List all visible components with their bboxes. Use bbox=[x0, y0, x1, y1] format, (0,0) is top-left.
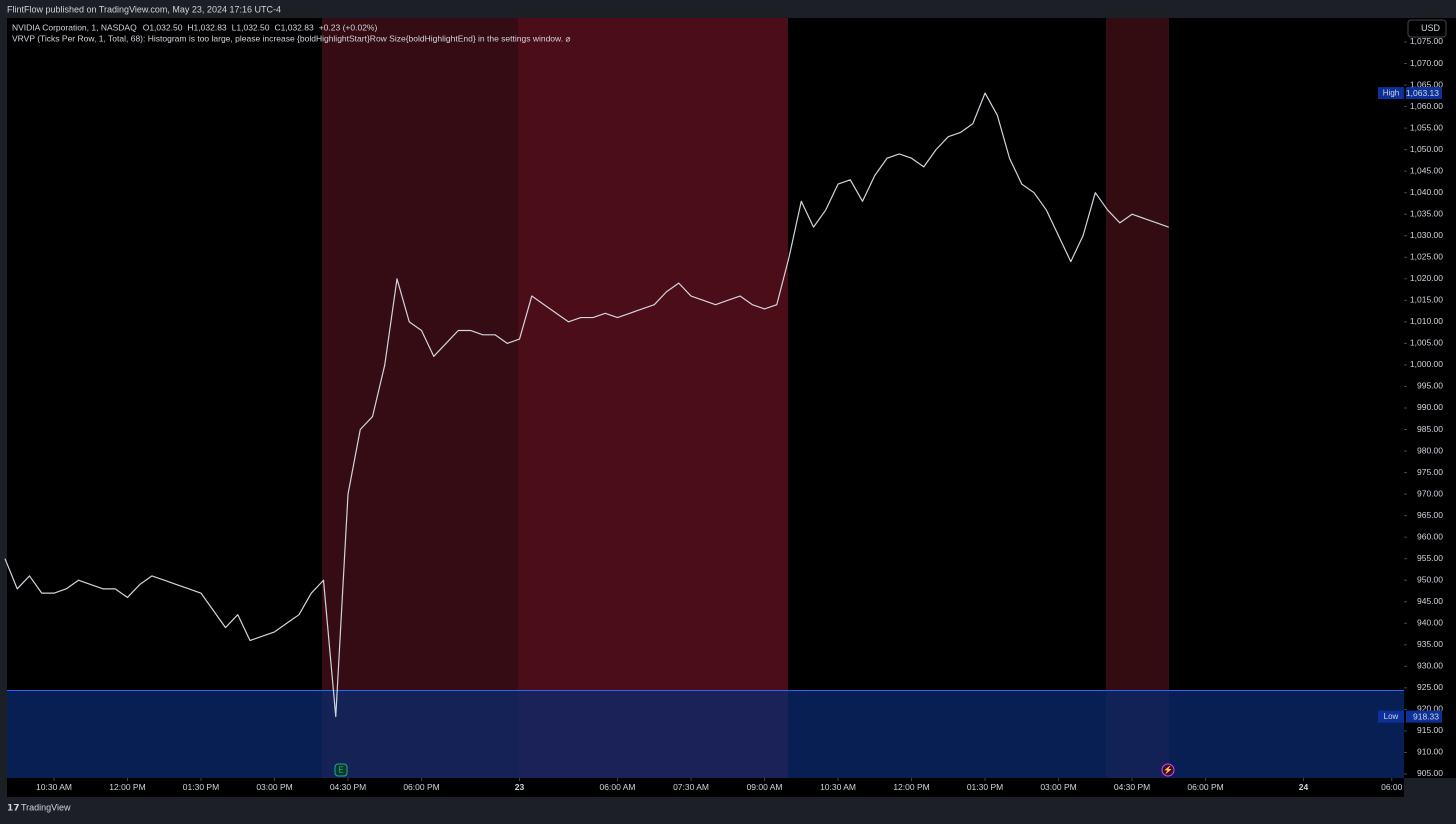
y-tick-label: 985.00 bbox=[1417, 424, 1443, 434]
x-tick-label: 24 bbox=[1299, 782, 1309, 792]
x-tick-label: 06:00 PM bbox=[403, 782, 439, 792]
y-tick-label: 950.00 bbox=[1417, 574, 1443, 584]
event-icon[interactable] bbox=[1161, 763, 1175, 777]
y-tick-label: 975.00 bbox=[1417, 467, 1443, 477]
x-tick-label: 01:30 PM bbox=[183, 782, 219, 792]
y-tick-label: 995.00 bbox=[1417, 381, 1443, 391]
session-shade bbox=[518, 18, 788, 778]
y-tick-label: 1,045.00 bbox=[1410, 165, 1443, 175]
y-tick-label: 1,005.00 bbox=[1410, 338, 1443, 348]
price-axis bbox=[1404, 18, 1456, 778]
y-tick-label: 1,055.00 bbox=[1410, 122, 1443, 132]
symbol: NVIDIA Corporation, 1, NASDAQ bbox=[12, 22, 137, 32]
x-tick-label: 01:30 PM bbox=[967, 782, 1003, 792]
x-tick-label: 06:00 bbox=[1381, 782, 1403, 792]
y-tick-label: 980.00 bbox=[1417, 445, 1443, 455]
ohlc-value: H1,032.83 bbox=[187, 22, 226, 32]
y-tick-label: 960.00 bbox=[1417, 531, 1443, 541]
session-shade bbox=[1106, 18, 1169, 778]
x-tick-label: 12:00 PM bbox=[109, 782, 145, 792]
y-tick-label: 925.00 bbox=[1417, 682, 1443, 692]
logo: 𝟭𝟳 bbox=[7, 802, 20, 812]
brand: TradingView bbox=[21, 802, 71, 812]
currency[interactable]: USD bbox=[1421, 23, 1441, 33]
x-tick-label: 10:30 AM bbox=[820, 782, 856, 792]
indicator: VRVP (Ticks Per Row, 1, Total, 68): Hist… bbox=[12, 33, 571, 43]
y-tick-label: 910.00 bbox=[1417, 747, 1443, 757]
price-marker-box bbox=[1406, 87, 1442, 100]
price-marker-label: 918.33 bbox=[1413, 711, 1439, 721]
ohlc-value: L1,032.50 bbox=[232, 22, 270, 32]
y-tick-label: 1,020.00 bbox=[1410, 273, 1443, 283]
y-tick-label: 1,025.00 bbox=[1410, 252, 1443, 262]
x-tick-label: 09:00 AM bbox=[747, 782, 783, 792]
y-tick-label: 945.00 bbox=[1417, 596, 1443, 606]
publisher: FlintFlow published on TradingView.com, … bbox=[7, 4, 281, 14]
x-tick-label: 03:00 PM bbox=[1040, 782, 1076, 792]
event-icon-text: ⚡ bbox=[1163, 765, 1173, 775]
x-tick-label: 06:00 PM bbox=[1187, 782, 1223, 792]
ohlc-value: +0.23 (+0.02%) bbox=[319, 22, 378, 32]
y-tick-label: 1,060.00 bbox=[1410, 101, 1443, 111]
y-tick-label: 915.00 bbox=[1417, 725, 1443, 735]
y-tick-label: 1,040.00 bbox=[1410, 187, 1443, 197]
y-tick-label: 965.00 bbox=[1417, 510, 1443, 520]
currency-button[interactable] bbox=[1407, 19, 1447, 38]
y-tick-label: 1,050.00 bbox=[1410, 144, 1443, 154]
y-tick-label: 905.00 bbox=[1417, 768, 1443, 778]
earnings-icon-text: E bbox=[338, 766, 343, 775]
y-tick-label: 970.00 bbox=[1417, 488, 1443, 498]
time-axis bbox=[7, 778, 1404, 797]
x-tick-label: 04:30 PM bbox=[330, 782, 366, 792]
price-marker bbox=[1378, 87, 1404, 100]
earnings-icon[interactable] bbox=[334, 763, 348, 777]
y-tick-label: 1,015.00 bbox=[1410, 295, 1443, 305]
y-tick-label: 920.00 bbox=[1417, 704, 1443, 714]
y-tick-label: 990.00 bbox=[1417, 402, 1443, 412]
x-tick-label: 23 bbox=[515, 782, 525, 792]
x-tick-label: 06:00 AM bbox=[600, 782, 636, 792]
y-tick-label: 1,035.00 bbox=[1410, 208, 1443, 218]
y-tick-label: 1,070.00 bbox=[1410, 58, 1443, 68]
y-tick-label: 935.00 bbox=[1417, 639, 1443, 649]
x-tick-label: 10:30 AM bbox=[36, 782, 72, 792]
y-tick-label: 930.00 bbox=[1417, 661, 1443, 671]
range-band bbox=[7, 690, 1404, 778]
x-tick-label: 04:30 PM bbox=[1114, 782, 1150, 792]
price-marker bbox=[1378, 710, 1404, 723]
y-tick-label: 1,030.00 bbox=[1410, 230, 1443, 240]
y-tick-label: 940.00 bbox=[1417, 618, 1443, 628]
x-tick-label: 03:00 PM bbox=[256, 782, 292, 792]
session-shade bbox=[322, 18, 518, 778]
y-tick-label: 1,010.00 bbox=[1410, 316, 1443, 326]
ohlc-value: C1,032.83 bbox=[274, 22, 313, 32]
price-marker-text: High bbox=[1383, 89, 1399, 98]
y-tick-label: 1,000.00 bbox=[1410, 359, 1443, 369]
y-tick-label: 1,075.00 bbox=[1410, 36, 1443, 46]
y-tick-label: 955.00 bbox=[1417, 553, 1443, 563]
y-tick-label: 1,065.00 bbox=[1410, 79, 1443, 89]
price-line bbox=[4, 92, 1169, 718]
x-tick-label: 07:30 AM bbox=[673, 782, 709, 792]
price-marker-text: Low bbox=[1384, 712, 1399, 721]
price-marker-label: 1,063.13 bbox=[1406, 88, 1439, 98]
price-marker-box bbox=[1406, 710, 1442, 723]
ohlc-value: O1,032.50 bbox=[143, 22, 183, 32]
x-tick-label: 12:00 PM bbox=[893, 782, 929, 792]
